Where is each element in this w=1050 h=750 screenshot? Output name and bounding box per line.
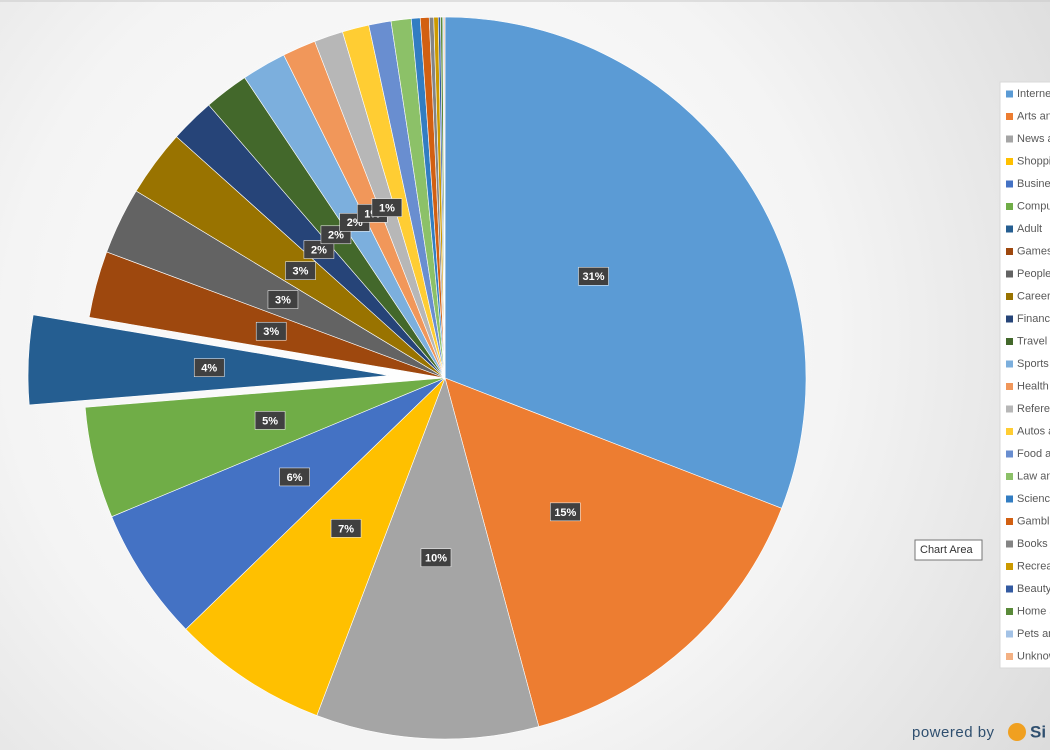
legend-label: Gambli: [1017, 515, 1050, 527]
legend-label: Busine: [1017, 178, 1050, 190]
legend-label: People: [1017, 268, 1050, 280]
credit: powered by: [912, 724, 995, 741]
legend-label: Beauty: [1017, 583, 1050, 595]
legend-label: News a: [1017, 133, 1050, 145]
legend-label: Finance: [1017, 313, 1050, 325]
pie: [27, 16, 807, 740]
data-label: 3%: [275, 295, 291, 307]
legend-swatch: [1006, 315, 1013, 323]
data-label: 15%: [554, 507, 576, 519]
legend-label: Recrea: [1017, 560, 1050, 572]
legend-label: Health: [1017, 380, 1049, 392]
pie-slice: [84, 377, 446, 518]
legend-swatch: [1006, 248, 1013, 255]
data-label: 3%: [263, 326, 279, 338]
legend-swatch: [1006, 360, 1013, 368]
legend-swatch: [1006, 563, 1013, 570]
legend-swatch: [1006, 630, 1013, 638]
legend-label: Career: [1017, 290, 1050, 302]
legend-swatch: [1006, 158, 1013, 165]
legend-label: Food a: [1017, 448, 1050, 460]
data-label-box: [371, 198, 403, 217]
data-label: 7%: [338, 523, 354, 535]
data-label-box: [279, 467, 310, 487]
credit-brand: Si: [1030, 722, 1046, 741]
legend-swatch: [1006, 608, 1013, 615]
legend-swatch: [1006, 473, 1013, 480]
data-label: 2%: [328, 230, 344, 242]
legend-swatch: [1006, 270, 1013, 278]
legend-swatch: [1006, 653, 1013, 660]
legend-label: Pets an: [1017, 628, 1050, 640]
legend-swatch: [1006, 203, 1013, 210]
pie-slice: [111, 377, 446, 630]
data-label-box: [255, 321, 287, 341]
legend-label: Compu: [1017, 200, 1050, 212]
tooltip: Chart Area: [920, 544, 973, 556]
legend-swatch: [1006, 113, 1013, 120]
legend-swatch: [1006, 135, 1013, 143]
legend: Interne Arts an News a Shoppi Busine Compu Adu…: [1006, 88, 1050, 662]
legend-swatch: [1006, 225, 1013, 233]
legend-label: Interne: [1017, 88, 1050, 100]
legend-swatch: [1006, 495, 1013, 503]
legend-label: Unknow: [1017, 650, 1050, 662]
data-label: 4%: [201, 363, 217, 375]
legend-label: Books a: [1017, 538, 1050, 550]
legend-swatch: [1006, 540, 1013, 548]
legend-swatch: [1006, 293, 1013, 300]
data-label: 31%: [582, 271, 604, 283]
data-label: 5%: [262, 415, 278, 427]
legend-swatch: [1006, 180, 1013, 188]
legend-label: Shoppi: [1017, 155, 1050, 167]
data-label: 2%: [311, 244, 327, 256]
legend-swatch: [1006, 428, 1013, 435]
legend-label: Travel: [1017, 335, 1047, 347]
data-label-box: [303, 240, 335, 259]
legend-label: Science: [1017, 493, 1050, 505]
legend-swatch: [1006, 450, 1013, 458]
data-label-box: [330, 519, 362, 538]
data-label-box: [420, 548, 452, 568]
data-label-box: [254, 411, 286, 430]
data-label-box: [285, 261, 316, 280]
legend-label: Autos a: [1017, 425, 1050, 437]
pie-slice: [185, 377, 446, 716]
legend-label: Sports: [1017, 358, 1049, 370]
data-label: 10%: [425, 553, 447, 565]
legend-label: Home a: [1017, 605, 1050, 617]
pie-slice: [444, 16, 807, 509]
legend-swatch: [1006, 585, 1013, 593]
legend-swatch: [1006, 90, 1013, 98]
data-label-box: [550, 502, 581, 522]
tooltip-box: [914, 539, 983, 561]
legend-swatch: [1006, 405, 1013, 413]
brand-logo: [1008, 723, 1026, 741]
data-label: 6%: [287, 472, 303, 484]
data-label-box: [193, 358, 225, 377]
data-label: 3%: [292, 266, 308, 278]
legend-label: Games: [1017, 245, 1050, 257]
legend-label: Adult: [1017, 223, 1042, 235]
legend-label: Arts an: [1017, 110, 1050, 122]
legend-swatch: [1006, 383, 1013, 390]
legend-label: Law an: [1017, 470, 1050, 482]
data-label-box: [267, 290, 299, 309]
pie-slice: [443, 16, 446, 379]
data-label-box: [578, 266, 609, 286]
legend-swatch: [1006, 518, 1013, 525]
data-label: 1%: [379, 203, 395, 215]
legend-swatch: [1006, 338, 1013, 345]
legend-label: Referer: [1017, 403, 1050, 415]
pie-slice: [444, 377, 783, 727]
data-labels: 31%15%10%7%6%5%4%3%3%3%2%2%2%1%1%: [193, 198, 609, 568]
legend-box: [999, 81, 1050, 669]
